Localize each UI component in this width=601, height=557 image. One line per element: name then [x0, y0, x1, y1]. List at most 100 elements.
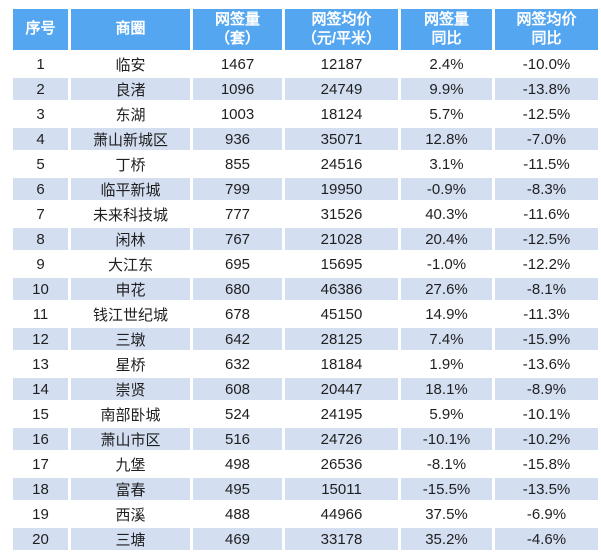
- table-cell: 萧山新城区: [71, 128, 190, 150]
- table-row: 15 南部卧城 524 24195 5.9% -10.1%: [13, 403, 598, 425]
- table-row: 1 临安 1467 12187 2.4% -10.0%: [13, 53, 598, 75]
- table-cell: -8.1%: [401, 453, 492, 475]
- table-cell: 星桥: [71, 353, 190, 375]
- table-cell: 498: [193, 453, 282, 475]
- table-cell: 678: [193, 303, 282, 325]
- table-cell: 495: [193, 478, 282, 500]
- table-cell: -12.5%: [495, 228, 598, 250]
- table-cell: 2.4%: [401, 53, 492, 75]
- column-header-2: 网签量 （套）: [193, 9, 282, 50]
- table-cell: 19: [13, 503, 68, 525]
- table-row: 3 东湖 1003 18124 5.7% -12.5%: [13, 103, 598, 125]
- table-row: 9 大江东 695 15695 -1.0% -12.2%: [13, 253, 598, 275]
- table-cell: 富春: [71, 478, 190, 500]
- table-row: 10 申花 680 46386 27.6% -8.1%: [13, 278, 598, 300]
- table-cell: 12.8%: [401, 128, 492, 150]
- table-cell: 9.9%: [401, 78, 492, 100]
- table-cell: 12: [13, 328, 68, 350]
- table-cell: -8.3%: [495, 178, 598, 200]
- table-cell: 13: [13, 353, 68, 375]
- table-cell: 12187: [285, 53, 398, 75]
- table-cell: 516: [193, 428, 282, 450]
- district-market-table: 序号 商圈 网签量 （套） 网签均价 （元/平米） 网签量 同比 网签均价 同比 1 临安 1…: [10, 6, 601, 553]
- table-row: 4 萧山新城区 936 35071 12.8% -7.0%: [13, 128, 598, 150]
- table-row: 5 丁桥 855 24516 3.1% -11.5%: [13, 153, 598, 175]
- table-cell: 24726: [285, 428, 398, 450]
- table-row: 2 良渚 1096 24749 9.9% -13.8%: [13, 78, 598, 100]
- table-cell: 44966: [285, 503, 398, 525]
- table-row: 14 崇贤 608 20447 18.1% -8.9%: [13, 378, 598, 400]
- table-cell: 37.5%: [401, 503, 492, 525]
- table-body: 1 临安 1467 12187 2.4% -10.0% 2 良渚 1096 24749 9.9% -1…: [13, 53, 598, 550]
- table-row: 8 闲林 767 21028 20.4% -12.5%: [13, 228, 598, 250]
- table-cell: 3.1%: [401, 153, 492, 175]
- table-cell: -10.1%: [495, 403, 598, 425]
- table-row: 18 富春 495 15011 -15.5% -13.5%: [13, 478, 598, 500]
- table-cell: -15.5%: [401, 478, 492, 500]
- table-cell: 3: [13, 103, 68, 125]
- table-cell: 608: [193, 378, 282, 400]
- table-cell: 2: [13, 78, 68, 100]
- table-cell: 19950: [285, 178, 398, 200]
- table-cell: 20: [13, 528, 68, 550]
- table-cell: 5.9%: [401, 403, 492, 425]
- table-cell: 11: [13, 303, 68, 325]
- table-cell: 崇贤: [71, 378, 190, 400]
- table-cell: 东湖: [71, 103, 190, 125]
- table-cell: 临平新城: [71, 178, 190, 200]
- table-cell: 三墩: [71, 328, 190, 350]
- table-cell: 15: [13, 403, 68, 425]
- table-cell: 16: [13, 428, 68, 450]
- table-cell: 6: [13, 178, 68, 200]
- table-cell: 4: [13, 128, 68, 150]
- table-cell: 14: [13, 378, 68, 400]
- table-cell: 642: [193, 328, 282, 350]
- table-cell: -10.2%: [495, 428, 598, 450]
- table-row: 11 钱江世纪城 678 45150 14.9% -11.3%: [13, 303, 598, 325]
- table-cell: -15.8%: [495, 453, 598, 475]
- table-row: 19 西溪 488 44966 37.5% -6.9%: [13, 503, 598, 525]
- table-cell: -0.9%: [401, 178, 492, 200]
- table-cell: 695: [193, 253, 282, 275]
- column-header-0: 序号: [13, 9, 68, 50]
- table-cell: 南部卧城: [71, 403, 190, 425]
- table-cell: 5: [13, 153, 68, 175]
- table-cell: 7: [13, 203, 68, 225]
- table-cell: 15011: [285, 478, 398, 500]
- table-row: 20 三塘 469 33178 35.2% -4.6%: [13, 528, 598, 550]
- table-cell: 24195: [285, 403, 398, 425]
- table-cell: 大江东: [71, 253, 190, 275]
- table-cell: 17: [13, 453, 68, 475]
- table-cell: 闲林: [71, 228, 190, 250]
- table-cell: 萧山市区: [71, 428, 190, 450]
- table-cell: 三塘: [71, 528, 190, 550]
- table-cell: 799: [193, 178, 282, 200]
- table-cell: -12.2%: [495, 253, 598, 275]
- table-cell: -15.9%: [495, 328, 598, 350]
- column-header-1: 商圈: [71, 9, 190, 50]
- table-cell: 5.7%: [401, 103, 492, 125]
- table-cell: 31526: [285, 203, 398, 225]
- table-cell: 1: [13, 53, 68, 75]
- table-cell: 20.4%: [401, 228, 492, 250]
- table-cell: 18.1%: [401, 378, 492, 400]
- table-cell: -12.5%: [495, 103, 598, 125]
- table-cell: 7.4%: [401, 328, 492, 350]
- table-cell: 15695: [285, 253, 398, 275]
- table-row: 17 九堡 498 26536 -8.1% -15.8%: [13, 453, 598, 475]
- table-cell: -13.6%: [495, 353, 598, 375]
- table-cell: 申花: [71, 278, 190, 300]
- table-cell: 21028: [285, 228, 398, 250]
- table-cell: 18184: [285, 353, 398, 375]
- table-cell: 24749: [285, 78, 398, 100]
- table-cell: -11.6%: [495, 203, 598, 225]
- table-cell: 14.9%: [401, 303, 492, 325]
- table-cell: -13.8%: [495, 78, 598, 100]
- column-header-5: 网签均价 同比: [495, 9, 598, 50]
- table-cell: -10.1%: [401, 428, 492, 450]
- table-cell: 钱江世纪城: [71, 303, 190, 325]
- table-cell: 18: [13, 478, 68, 500]
- table-cell: 临安: [71, 53, 190, 75]
- table-cell: 1467: [193, 53, 282, 75]
- table-cell: -8.1%: [495, 278, 598, 300]
